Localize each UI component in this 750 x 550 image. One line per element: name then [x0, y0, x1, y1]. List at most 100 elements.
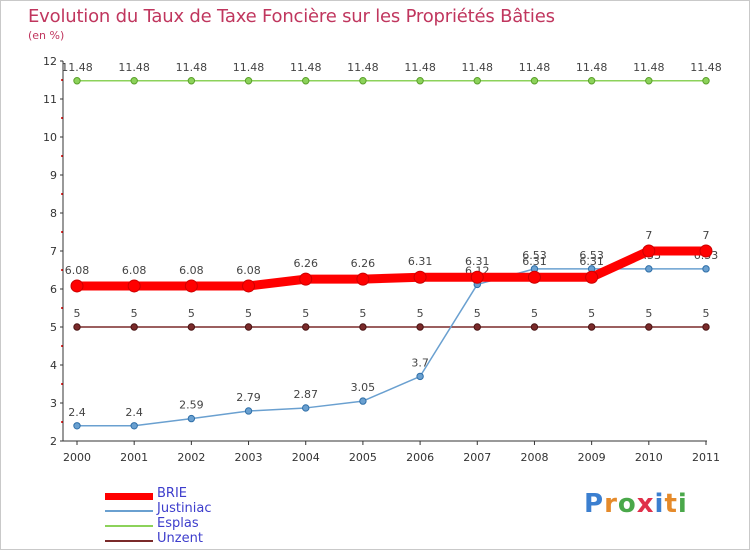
data-label-justiniac: 3.05: [351, 381, 376, 394]
y-tick-label: 11: [43, 93, 57, 106]
legend-swatch: [105, 493, 153, 500]
data-label-esplas: 11.48: [118, 61, 150, 74]
y-tick-label: 9: [50, 169, 57, 182]
series-line-brie: [72, 246, 711, 291]
data-label-unzent: 5: [359, 307, 366, 320]
logo-letter: x: [636, 489, 655, 519]
x-tick-label: 2011: [692, 451, 720, 464]
data-point-esplas: [587, 77, 596, 85]
data-point-esplas: [244, 77, 253, 85]
data-point-brie: [642, 244, 656, 258]
data-label-brie: 6.31: [522, 255, 547, 268]
data-point-esplas: [473, 77, 481, 85]
data-point-esplas: [530, 77, 539, 85]
x-tick-label: 2001: [120, 451, 148, 464]
data-point-unzent: [473, 323, 481, 331]
data-label-esplas: 11.48: [633, 61, 665, 74]
x-tick-label: 2002: [177, 451, 205, 464]
data-point-brie: [127, 279, 141, 293]
data-point-brie: [242, 279, 256, 293]
legend-swatch: [105, 525, 153, 527]
data-point-unzent: [416, 323, 424, 331]
data-label-esplas: 11.48: [404, 61, 436, 74]
data-label-unzent: 5: [703, 307, 710, 320]
data-label-unzent: 5: [588, 307, 595, 320]
data-label-brie: 6.08: [122, 264, 147, 277]
data-point-esplas: [645, 77, 653, 85]
data-point-unzent: [73, 323, 81, 331]
data-point-brie: [413, 270, 427, 284]
y-minor-tick: [61, 421, 63, 423]
data-label-esplas: 11.48: [290, 61, 322, 74]
data-point-unzent: [359, 323, 367, 331]
data-label-brie: 7: [645, 229, 652, 242]
data-point-unzent: [244, 323, 253, 331]
data-point-unzent: [302, 323, 310, 331]
data-label-unzent: 5: [417, 307, 424, 320]
logo-letter: i: [677, 489, 688, 519]
x-tick-label: 2010: [635, 451, 663, 464]
y-axis-unit-label: (en %): [28, 29, 65, 42]
data-label-justiniac: 2.4: [68, 406, 86, 419]
y-tick-label: 7: [50, 245, 57, 258]
data-label-esplas: 11.48: [519, 61, 551, 74]
legend-label: Esplas: [157, 516, 199, 531]
data-label-brie: 6.08: [236, 264, 261, 277]
logo-letter: r: [604, 489, 618, 519]
data-label-justiniac: 2.4: [125, 406, 143, 419]
data-label-unzent: 5: [245, 307, 252, 320]
x-tick-label: 2007: [463, 451, 491, 464]
data-label-unzent: 5: [474, 307, 481, 320]
proxiti-logo: Proxiti: [584, 489, 688, 519]
y-tick-label: 6: [50, 283, 57, 296]
data-point-justiniac: [130, 422, 138, 430]
data-label-brie: 6.26: [351, 257, 376, 270]
data-point-esplas: [359, 77, 367, 85]
data-label-brie: 6.08: [179, 264, 204, 277]
data-point-unzent: [645, 323, 653, 331]
x-tick-label: 2009: [578, 451, 606, 464]
y-minor-tick: [61, 345, 63, 347]
data-point-justiniac: [416, 372, 424, 381]
data-label-brie: 6.31: [579, 255, 604, 268]
y-minor-tick: [61, 155, 63, 157]
data-label-esplas: 11.48: [576, 61, 608, 74]
data-label-esplas: 11.48: [61, 61, 93, 74]
x-tick-label: 2003: [235, 451, 263, 464]
data-point-justiniac: [359, 397, 367, 405]
data-label-unzent: 5: [302, 307, 309, 320]
data-label-justiniac: 6.53: [579, 249, 604, 262]
data-label-brie: 6.08: [65, 264, 90, 277]
data-point-justiniac: [645, 265, 653, 273]
y-minor-tick: [61, 231, 63, 233]
data-label-unzent: 5: [188, 307, 195, 320]
data-point-brie: [527, 270, 541, 284]
data-point-brie: [70, 279, 84, 293]
data-label-brie: 6.26: [293, 257, 318, 270]
data-point-unzent: [587, 323, 596, 331]
data-point-unzent: [702, 323, 710, 331]
y-tick-label: 5: [50, 321, 57, 334]
data-point-unzent: [530, 323, 539, 331]
logo-letter: i: [654, 489, 665, 519]
data-label-justiniac: 3.7: [411, 356, 429, 369]
data-label-esplas: 11.48: [462, 61, 494, 74]
data-label-justiniac: 2.79: [236, 391, 261, 404]
data-point-esplas: [302, 77, 310, 85]
logo-letter: o: [617, 489, 637, 519]
y-tick-label: 2: [50, 435, 57, 448]
data-label-esplas: 11.48: [233, 61, 265, 74]
legend-label: Unzent: [157, 531, 203, 546]
legend-swatch: [105, 540, 153, 542]
data-label-brie: 7: [703, 229, 710, 242]
data-point-brie: [699, 244, 713, 258]
data-point-justiniac: [702, 265, 710, 273]
chart-title: Evolution du Taux de Taxe Foncière sur l…: [28, 6, 555, 27]
y-tick-label: 12: [43, 55, 57, 68]
x-tick-label: 2008: [520, 451, 548, 464]
data-point-esplas: [416, 77, 424, 85]
y-minor-tick: [61, 193, 63, 195]
data-point-unzent: [187, 323, 196, 331]
logo-letter: t: [664, 489, 678, 519]
